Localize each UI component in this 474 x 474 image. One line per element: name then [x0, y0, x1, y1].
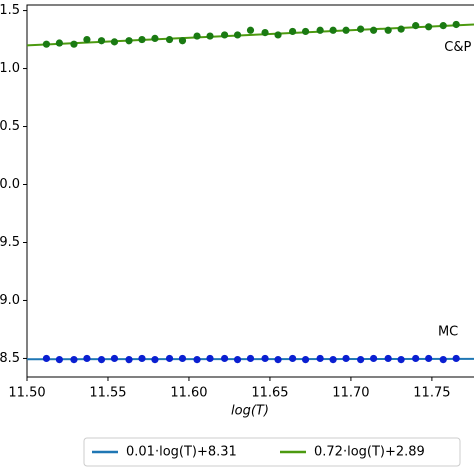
- data-point: [138, 354, 146, 363]
- data-point: [110, 38, 119, 46]
- data-point: [384, 26, 392, 34]
- y-tick-label: 9.5: [0, 235, 20, 250]
- plot-frame: [26, 4, 474, 378]
- data-point: [125, 37, 133, 45]
- data-point: [206, 32, 214, 40]
- data-point: [42, 40, 51, 48]
- data-point: [97, 37, 106, 45]
- legend-label: 0.01·log(T)+8.31: [126, 445, 237, 460]
- data-point: [369, 26, 378, 34]
- data-point: [329, 26, 337, 34]
- x-tick-label: 11.50: [8, 386, 45, 401]
- data-point: [55, 356, 63, 364]
- data-point: [70, 40, 78, 48]
- y-tick-label: 9.0: [0, 293, 20, 308]
- data-point: [178, 354, 187, 363]
- data-point: [301, 356, 310, 364]
- data-point: [165, 35, 174, 44]
- y-tick-label: 11.5: [0, 3, 20, 18]
- x-axis-label: log(T): [231, 404, 269, 419]
- y-tick-label: 10.0: [0, 177, 20, 192]
- data-point: [329, 356, 337, 364]
- data-point: [138, 35, 146, 44]
- legend: [83, 437, 461, 467]
- data-point: [55, 39, 63, 47]
- data-point: [178, 37, 187, 45]
- data-point: [42, 354, 51, 363]
- data-point: [452, 20, 460, 29]
- data-point: [357, 356, 365, 364]
- data-point: [452, 354, 460, 363]
- data-point: [316, 354, 324, 363]
- annotation: MC: [438, 324, 458, 339]
- data-point: [261, 28, 269, 37]
- data-point: [125, 356, 133, 364]
- data-point: [246, 354, 255, 363]
- data-point: [439, 22, 447, 30]
- data-point: [151, 34, 159, 42]
- y-tick-label: 10.5: [0, 119, 20, 134]
- data-point: [193, 356, 201, 364]
- data-point: [412, 354, 420, 363]
- x-tick-label: 11.60: [170, 386, 207, 401]
- data-point: [342, 354, 350, 363]
- data-point: [206, 354, 214, 363]
- data-point: [301, 27, 310, 36]
- data-point: [439, 356, 447, 364]
- data-point: [316, 26, 324, 34]
- data-point: [425, 23, 433, 31]
- data-point: [342, 26, 350, 34]
- data-point: [397, 25, 405, 33]
- data-point: [233, 31, 242, 39]
- data-point: [357, 25, 365, 33]
- data-point: [274, 356, 282, 364]
- data-point: [110, 354, 119, 363]
- x-tick-label: 11.70: [332, 386, 369, 401]
- x-tick-label: 11.75: [413, 386, 450, 401]
- legend-label: 0.72·log(T)+2.89: [314, 445, 425, 460]
- data-point: [220, 354, 229, 363]
- data-point: [83, 35, 91, 44]
- data-point: [397, 356, 405, 364]
- data-point: [289, 27, 297, 36]
- data-point: [193, 32, 201, 40]
- data-point: [261, 354, 269, 363]
- y-tick-label: 11.0: [0, 61, 20, 76]
- x-tick-label: 11.55: [89, 386, 126, 401]
- data-point: [83, 354, 91, 363]
- data-point: [246, 26, 255, 34]
- y-tick-label: 8.5: [0, 351, 20, 366]
- data-point: [425, 354, 433, 363]
- data-point: [151, 356, 159, 364]
- data-point: [369, 354, 378, 363]
- data-point: [233, 356, 242, 364]
- data-point: [274, 31, 282, 39]
- x-tick-label: 11.65: [251, 386, 288, 401]
- data-point: [412, 22, 420, 30]
- annotation: C&P: [444, 40, 471, 55]
- data-point: [220, 31, 229, 39]
- data-point: [70, 356, 78, 364]
- data-point: [97, 356, 106, 364]
- data-point: [289, 354, 297, 363]
- data-point: [384, 354, 392, 363]
- data-point: [165, 354, 174, 363]
